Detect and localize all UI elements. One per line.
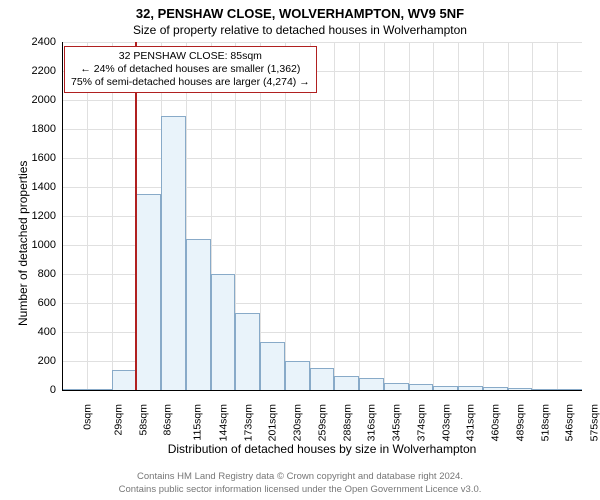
- x-tick-label: 86sqm: [162, 404, 174, 436]
- x-tick-label: 374sqm: [415, 404, 427, 441]
- annotation-line-1: 32 PENSHAW CLOSE: 85sqm: [71, 50, 310, 63]
- histogram-bar: [161, 116, 186, 390]
- x-tick-label: 575sqm: [589, 404, 600, 441]
- gridline-v: [285, 42, 286, 390]
- gridline-v: [112, 42, 113, 390]
- x-axis-line: [62, 390, 582, 391]
- gridline-v: [433, 42, 434, 390]
- gridline-v: [557, 42, 558, 390]
- gridline-v: [334, 42, 335, 390]
- y-tick-label: 2400: [32, 36, 62, 48]
- gridline-v: [87, 42, 88, 390]
- x-tick-label: 288sqm: [341, 404, 353, 441]
- x-tick-label: 518sqm: [539, 404, 551, 441]
- gridline-h: [62, 42, 582, 43]
- x-tick-label: 0sqm: [82, 404, 94, 430]
- histogram-bar: [384, 383, 409, 390]
- x-tick-label: 115sqm: [192, 404, 204, 441]
- histogram-bar: [310, 368, 335, 390]
- x-tick-label: 316sqm: [366, 404, 378, 441]
- gridline-v: [508, 42, 509, 390]
- y-tick-label: 1600: [32, 152, 62, 164]
- x-tick-label: 58sqm: [137, 404, 149, 436]
- histogram-bar: [359, 378, 384, 390]
- gridline-v: [483, 42, 484, 390]
- y-tick-label: 800: [38, 268, 62, 280]
- plot-area: 0200400600800100012001400160018002000220…: [62, 42, 582, 390]
- x-tick-label: 259sqm: [316, 404, 328, 441]
- chart-title: 32, PENSHAW CLOSE, WOLVERHAMPTON, WV9 5N…: [0, 6, 600, 21]
- gridline-h: [62, 100, 582, 101]
- y-axis-label: Number of detached properties: [16, 161, 30, 326]
- x-tick-label: 29sqm: [112, 404, 124, 436]
- footer-line-1: Contains HM Land Registry data © Crown c…: [0, 471, 600, 483]
- x-tick-label: 345sqm: [391, 404, 403, 441]
- x-tick-label: 201sqm: [267, 404, 279, 441]
- x-tick-label: 173sqm: [242, 404, 254, 441]
- y-tick-label: 1800: [32, 123, 62, 135]
- y-tick-label: 600: [38, 297, 62, 309]
- histogram-bar: [334, 376, 359, 391]
- y-tick-label: 1400: [32, 181, 62, 193]
- gridline-v: [260, 42, 261, 390]
- gridline-v: [532, 42, 533, 390]
- x-tick-label: 230sqm: [291, 404, 303, 441]
- property-size-marker: [135, 42, 137, 390]
- histogram-bar: [260, 342, 285, 390]
- footer-attribution: Contains HM Land Registry data © Crown c…: [0, 471, 600, 496]
- y-tick-label: 1200: [32, 210, 62, 222]
- x-tick-label: 431sqm: [465, 404, 477, 441]
- y-tick-label: 200: [38, 355, 62, 367]
- y-axis-line: [62, 42, 63, 390]
- histogram-bar: [136, 194, 161, 390]
- histogram-bar: [211, 274, 236, 390]
- gridline-v: [310, 42, 311, 390]
- x-tick-label: 460sqm: [490, 404, 502, 441]
- footer-line-2: Contains public sector information licen…: [0, 484, 600, 496]
- gridline-v: [409, 42, 410, 390]
- x-axis-label: Distribution of detached houses by size …: [62, 442, 582, 456]
- y-tick-label: 1000: [32, 239, 62, 251]
- y-tick-label: 0: [50, 384, 62, 396]
- y-tick-label: 2000: [32, 94, 62, 106]
- histogram-bar: [186, 239, 211, 390]
- gridline-h: [62, 129, 582, 130]
- annotation-line-2: ← 24% of detached houses are smaller (1,…: [71, 63, 310, 76]
- y-tick-label: 400: [38, 326, 62, 338]
- x-tick-label: 144sqm: [217, 404, 229, 441]
- x-tick-label: 403sqm: [440, 404, 452, 441]
- gridline-h: [62, 158, 582, 159]
- annotation-box: 32 PENSHAW CLOSE: 85sqm← 24% of detached…: [64, 46, 317, 93]
- histogram-bar: [112, 370, 137, 390]
- gridline-v: [458, 42, 459, 390]
- annotation-line-3: 75% of semi-detached houses are larger (…: [71, 76, 310, 89]
- chart-subtitle: Size of property relative to detached ho…: [0, 23, 600, 37]
- chart-container: 32, PENSHAW CLOSE, WOLVERHAMPTON, WV9 5N…: [0, 0, 600, 500]
- histogram-bar: [285, 361, 310, 390]
- x-tick-label: 489sqm: [514, 404, 526, 441]
- gridline-v: [384, 42, 385, 390]
- gridline-v: [359, 42, 360, 390]
- x-tick-label: 546sqm: [564, 404, 576, 441]
- y-tick-label: 2200: [32, 65, 62, 77]
- histogram-bar: [235, 313, 260, 390]
- gridline-h: [62, 187, 582, 188]
